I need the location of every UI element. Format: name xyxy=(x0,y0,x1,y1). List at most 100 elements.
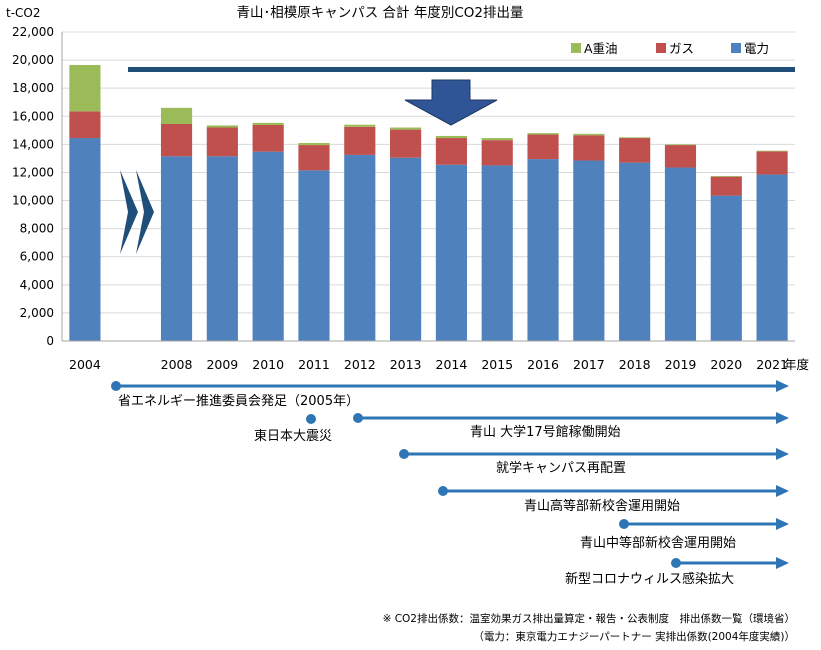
x-tick-label: 2021 xyxy=(756,357,788,372)
y-axis-label: t-CO2 xyxy=(6,6,41,20)
footnote-line-2: （電力：東京電力エナジーパートナー 実排出係数(2004年度実績)） xyxy=(473,630,795,643)
bar-gas xyxy=(619,138,651,163)
event-label-high-school-building: 青山高等部新校舎運用開始 xyxy=(524,498,680,514)
event-label-building17: 青山 大学17号館稼働開始 xyxy=(470,424,621,440)
bar-electricity xyxy=(435,164,467,341)
bar-a-oil xyxy=(69,65,101,112)
bar-a-oil xyxy=(756,150,788,152)
bar-electricity xyxy=(252,151,284,341)
bar-gas xyxy=(206,127,238,157)
y-tick-label: 20,000 xyxy=(12,53,54,67)
x-tick-label: 2004 xyxy=(69,357,101,372)
footnote-line-1: ※ CO2排出係数：温室効果ガス排出量算定・報告・公表制度 排出係数一覧（環境省… xyxy=(383,612,795,625)
x-tick-label: 2010 xyxy=(252,357,284,372)
bar-a-oil xyxy=(619,137,651,139)
legend-label-gas: ガス xyxy=(669,41,694,56)
bar-a-oil xyxy=(573,133,605,136)
event-junior-high-building: 青山中等部新校舎運用開始 xyxy=(580,518,789,551)
bar-gas xyxy=(390,129,422,158)
chevron-icon-1 xyxy=(120,170,138,254)
y-tick-label: 0 xyxy=(46,334,54,348)
event-label-earthquake: 東日本大震災 xyxy=(254,428,332,444)
bar-gas xyxy=(710,176,742,196)
bar-gas xyxy=(756,151,788,175)
bar-a-oil xyxy=(298,142,330,146)
legend-label-a-oil: A重油 xyxy=(584,41,618,56)
bar-electricity xyxy=(573,160,605,341)
bar-gas xyxy=(160,123,193,157)
bar-electricity xyxy=(481,165,513,341)
bar-gas xyxy=(435,138,467,165)
bar-gas xyxy=(69,111,101,139)
bar-a-oil xyxy=(390,127,422,130)
y-tick-label: 2,000 xyxy=(20,306,54,320)
event-timeline: 省エネルギー推進委員会発足（2005年） 東日本大震災 青山 大学17号館稼働開… xyxy=(111,380,789,587)
y-tick-labels: 0 2,000 4,000 6,000 8,000 10,000 12,000 14,000 1… xyxy=(12,25,54,348)
y-tick-label: 18,000 xyxy=(12,81,54,95)
event-campus-realignment: 就学キャンパス再配置 xyxy=(399,448,789,476)
bar-electricity xyxy=(619,162,651,341)
chevron-icon-2 xyxy=(136,170,154,254)
event-earthquake: 東日本大震災 xyxy=(254,414,332,444)
event-label-junior-high-building: 青山中等部新校舎運用開始 xyxy=(580,535,736,551)
bar-electricity xyxy=(69,138,101,341)
y-tick-label: 10,000 xyxy=(12,194,54,208)
y-tick-label: 4,000 xyxy=(20,278,54,292)
x-tick-label: 2012 xyxy=(344,357,376,372)
event-label-energy-committee: 省エネルギー推進委員会発足（2005年） xyxy=(118,394,359,409)
y-tick-label: 16,000 xyxy=(12,109,54,123)
legend: A重油 ガス 電力 xyxy=(571,41,769,56)
bar-gas xyxy=(298,145,330,171)
bars xyxy=(69,65,788,341)
bar-gas xyxy=(344,126,376,155)
bar-electricity xyxy=(206,156,238,341)
bar-a-oil xyxy=(206,125,238,128)
x-tick-label: 2016 xyxy=(527,357,559,372)
x-tick-label: 2014 xyxy=(436,357,468,372)
y-tick-label: 22,000 xyxy=(12,25,54,39)
x-axis-unit: 年度 xyxy=(784,357,810,372)
bar-electricity xyxy=(527,159,559,341)
target-line xyxy=(128,67,795,72)
event-covid: 新型コロナウィルス感染拡大 xyxy=(565,557,789,587)
bar-a-oil xyxy=(435,135,467,139)
x-tick-labels: 2004 2008 2009 2010 2011 2012 2013 2014 2015 2016… xyxy=(69,357,788,372)
legend-label-electricity: 電力 xyxy=(744,41,769,56)
bar-gas xyxy=(481,140,513,166)
x-tick-label: 2009 xyxy=(206,357,238,372)
y-tick-label: 12,000 xyxy=(12,165,54,179)
bar-gas xyxy=(664,145,697,168)
bar-a-oil xyxy=(160,107,193,124)
reduction-down-arrow xyxy=(404,79,498,126)
bar-electricity xyxy=(756,174,788,341)
x-tick-label: 2008 xyxy=(161,357,193,372)
bar-gas xyxy=(573,135,605,161)
chart-title: 青山･相模原キャンパス 合計 年度別CO2排出量 xyxy=(237,5,524,21)
bar-a-oil xyxy=(527,133,559,135)
bar-electricity xyxy=(344,154,376,341)
x-tick-label: 2018 xyxy=(619,357,651,372)
bar-electricity xyxy=(664,167,697,341)
bar-a-oil xyxy=(710,175,742,177)
bar-electricity xyxy=(390,157,422,341)
bar-a-oil xyxy=(344,124,376,127)
bar-a-oil xyxy=(252,122,284,125)
y-tick-label: 14,000 xyxy=(12,137,54,151)
x-tick-label: 2015 xyxy=(481,357,513,372)
bar-electricity xyxy=(160,156,193,341)
event-label-covid: 新型コロナウィルス感染拡大 xyxy=(565,571,734,587)
bar-a-oil xyxy=(481,138,513,141)
event-high-school-building: 青山高等部新校舎運用開始 xyxy=(438,485,789,514)
bar-gas xyxy=(527,134,559,160)
event-energy-committee: 省エネルギー推進委員会発足（2005年） xyxy=(111,380,789,409)
bar-gas xyxy=(252,124,284,152)
event-building17: 青山 大学17号館稼働開始 xyxy=(353,412,789,440)
y-tick-label: 6,000 xyxy=(20,250,54,264)
bar-a-oil xyxy=(664,144,697,146)
x-tick-label: 2019 xyxy=(665,357,697,372)
x-tick-label: 2011 xyxy=(298,357,330,372)
event-label-campus-realignment: 就学キャンパス再配置 xyxy=(496,460,626,476)
legend-swatch-gas xyxy=(656,43,666,53)
legend-swatch-electricity xyxy=(731,43,741,53)
